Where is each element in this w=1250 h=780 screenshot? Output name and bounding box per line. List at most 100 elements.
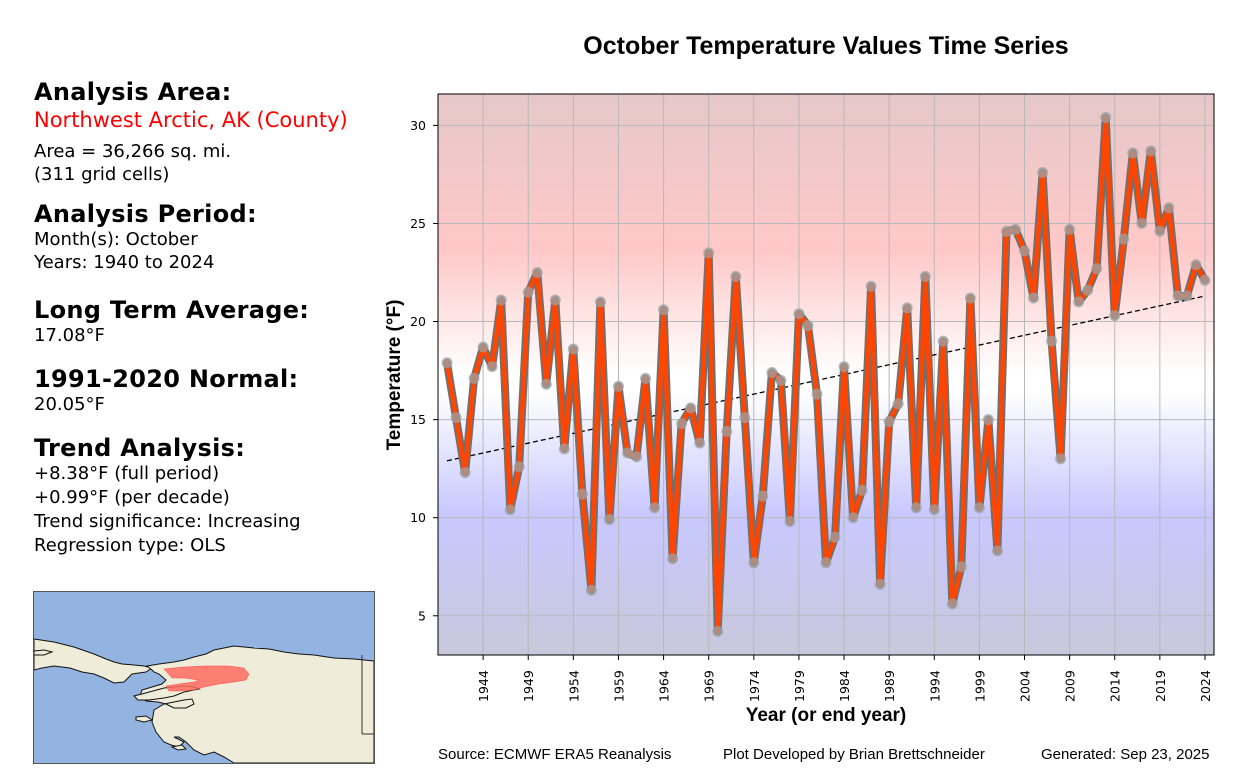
x-tick-label: 1974 [747, 670, 762, 702]
x-tick-label: 1959 [611, 670, 626, 702]
x-tick-label: 2009 [1063, 670, 1078, 702]
x-axis-label: Year (or end year) [746, 705, 907, 726]
data-point [1055, 453, 1067, 465]
data-point [739, 412, 751, 424]
data-point [784, 516, 796, 528]
x-tick-label: 1944 [476, 670, 491, 702]
data-point [667, 553, 679, 565]
x-tick-label: 1984 [837, 670, 852, 702]
y-tick-label: 15 [410, 412, 426, 427]
data-point [847, 512, 859, 524]
data-point [531, 267, 543, 278]
data-point [558, 443, 570, 455]
data-point [757, 490, 769, 502]
data-point [775, 374, 787, 386]
x-tick-label: 2014 [1108, 670, 1123, 702]
data-point [928, 504, 940, 516]
x-tick-label: 2024 [1198, 670, 1213, 702]
data-point [441, 357, 453, 369]
data-point [865, 280, 877, 292]
data-point [1118, 233, 1130, 245]
map-land-chukotka [34, 638, 154, 684]
data-point [793, 308, 805, 320]
grid-cells: (311 grid cells) [34, 164, 170, 185]
data-point [964, 292, 976, 304]
data-point [585, 584, 597, 596]
data-point [477, 341, 489, 353]
footer-generated: Generated: Sep 23, 2025 [1041, 746, 1210, 763]
analysis-period-header: Analysis Period: [34, 200, 257, 228]
data-point [982, 414, 994, 426]
data-point [658, 304, 670, 316]
data-point [811, 388, 823, 400]
area-size: Area = 36,266 sq. mi. [34, 141, 232, 162]
trend-line-group [446, 295, 1206, 462]
y-tick-label: 25 [410, 216, 426, 231]
data-point [1037, 166, 1049, 178]
data-point [694, 437, 706, 449]
data-point [567, 343, 579, 355]
map-land-island [135, 715, 154, 723]
data-markers [441, 112, 1211, 637]
data-point [883, 416, 895, 428]
data-point [612, 380, 624, 392]
trend-analysis-header: Trend Analysis: [34, 434, 246, 462]
plot-background [438, 94, 1214, 655]
x-tick-label: 1989 [882, 670, 897, 702]
trend-per-decade: +0.99°F (per decade) [34, 487, 230, 508]
data-point [1163, 202, 1175, 214]
data-point [1181, 290, 1193, 302]
data-point [856, 484, 868, 496]
data-point [1190, 259, 1202, 271]
data-point [991, 545, 1003, 557]
data-point [1127, 147, 1139, 159]
x-tick-label: 1979 [792, 670, 807, 702]
data-point [1082, 284, 1094, 296]
data-point [1199, 274, 1211, 286]
data-point [703, 247, 715, 259]
data-point [973, 502, 985, 514]
data-point [1019, 245, 1031, 257]
data-point [522, 286, 534, 298]
map-highlight-northwest-arctic [163, 665, 250, 692]
trend-significance: Trend significance: Increasing [34, 511, 301, 532]
long-term-average-value: 17.08°F [34, 325, 105, 346]
analysis-summary-panel: Analysis Area: Northwest Arctic, AK (Cou… [34, 78, 394, 558]
data-point [631, 451, 643, 463]
data-point [1172, 290, 1184, 302]
data-point [766, 367, 778, 379]
y-tick-label: 30 [410, 118, 426, 133]
data-point [1154, 225, 1166, 237]
x-tick-label: 1999 [972, 670, 987, 702]
y-axis-ticks: 5 10 15 20 25 30 [410, 118, 438, 623]
data-point [1046, 335, 1058, 347]
data-point [748, 557, 760, 569]
data-point [468, 372, 480, 384]
normal-header: 1991-2020 Normal: [34, 365, 299, 393]
data-point [892, 398, 904, 410]
data-point [1000, 225, 1012, 237]
data-point [955, 561, 967, 573]
data-point [901, 302, 913, 314]
data-point [486, 361, 498, 373]
trend-full-period: +8.38°F (full period) [34, 463, 220, 484]
x-tick-label: 2019 [1153, 670, 1168, 702]
data-point [685, 402, 697, 414]
months-value: Month(s): October [34, 229, 198, 250]
x-tick-label: 1954 [566, 670, 581, 702]
long-term-average-header: Long Term Average: [34, 296, 310, 324]
normal-value: 20.05°F [34, 394, 105, 415]
y-axis-label: Temperature (°F) [384, 300, 405, 451]
data-point [504, 504, 516, 516]
data-point [594, 296, 606, 308]
analysis-area-header: Analysis Area: [34, 78, 232, 106]
locator-map-svg [34, 638, 374, 763]
data-point [576, 488, 588, 500]
data-point [640, 372, 652, 384]
data-point [1028, 292, 1040, 304]
x-tick-label: 1994 [927, 670, 942, 702]
data-point [712, 625, 724, 637]
data-point [1064, 223, 1076, 235]
y-tick-label: 5 [418, 608, 426, 623]
